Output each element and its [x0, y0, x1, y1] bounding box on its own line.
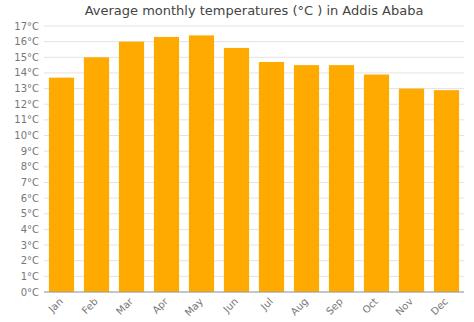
- y-tick-label: 5°C: [21, 208, 39, 219]
- x-tick-label: Jul: [258, 296, 275, 313]
- bar: [84, 57, 109, 292]
- y-tick-label: 11°C: [14, 114, 39, 125]
- y-tick-label: 3°C: [21, 240, 39, 251]
- x-tick-label: Dec: [429, 296, 450, 317]
- bar: [189, 35, 214, 292]
- bar: [329, 65, 354, 292]
- y-tick-label: 0°C: [21, 287, 39, 298]
- grid-line: [44, 26, 464, 27]
- bar: [154, 37, 179, 292]
- y-tick-label: 12°C: [14, 99, 39, 110]
- y-tick-label: 1°C: [21, 271, 39, 282]
- y-tick-label: 8°C: [21, 161, 39, 172]
- x-tick-label: May: [183, 296, 205, 318]
- y-tick-label: 10°C: [14, 130, 39, 141]
- bar: [434, 90, 459, 292]
- grid-line: [44, 292, 464, 293]
- x-axis-line: [44, 292, 464, 293]
- y-tick-label: 15°C: [14, 52, 39, 63]
- chart-svg: Average monthly temperatures (°C ) in Ad…: [0, 0, 474, 322]
- x-tick-label: Apr: [150, 295, 171, 316]
- page: {"chart_data": {"type": "bar", "title": …: [0, 0, 474, 322]
- grid-line: [44, 41, 464, 42]
- bars: [49, 35, 459, 292]
- bar: [294, 65, 319, 292]
- bar: [259, 62, 284, 292]
- bar: [49, 78, 74, 292]
- x-tick-label: Feb: [80, 296, 100, 316]
- x-tick-label: Sep: [324, 296, 345, 317]
- y-tick-label: 9°C: [21, 146, 39, 157]
- x-tick-label: Nov: [393, 296, 415, 318]
- y-tick-label: 13°C: [14, 83, 39, 94]
- y-axis: 0°C 1°C 2°C 3°C 4°C 5°C 6°C 7°C 8°C 9°C 10°C 11°C 12…: [14, 21, 464, 298]
- bar: [364, 75, 389, 292]
- bar: [224, 48, 249, 292]
- title: Average monthly temperatures (°C ) in Ad…: [85, 3, 424, 18]
- y-tick-label: 6°C: [21, 193, 39, 204]
- y-tick-label: 16°C: [14, 36, 39, 47]
- y-tick-label: 4°C: [21, 224, 39, 235]
- x-tick-label: Aug: [288, 296, 310, 318]
- x-tick-label: Mar: [114, 295, 136, 317]
- y-tick-label: 17°C: [14, 21, 39, 32]
- x-tick-label: Jun: [221, 296, 241, 316]
- bar: [399, 89, 424, 292]
- y-tick-label: 2°C: [21, 255, 39, 266]
- y-tick-label: 7°C: [21, 177, 39, 188]
- x-tick-label: Jan: [46, 296, 65, 315]
- x-axis: Jan Feb Mar Apr May Jun Jul Aug Sep Oct Nov Dec: [46, 295, 450, 318]
- chart-container: Average monthly temperatures (°C ) in Ad…: [0, 0, 474, 322]
- bar: [119, 42, 144, 292]
- y-tick-label: 14°C: [14, 67, 39, 78]
- x-tick-label: Oct: [360, 296, 380, 316]
